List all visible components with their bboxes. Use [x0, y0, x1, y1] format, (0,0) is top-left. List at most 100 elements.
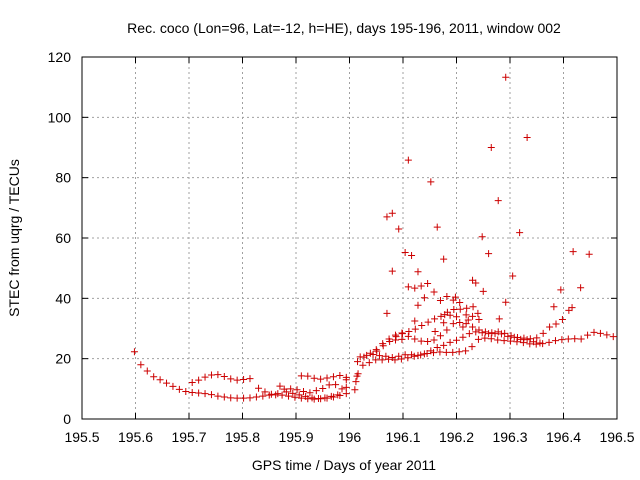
data-point	[420, 294, 428, 302]
data-point	[526, 335, 534, 343]
data-point	[411, 335, 419, 343]
data-point	[314, 394, 322, 402]
data-point	[227, 394, 235, 402]
data-point	[417, 282, 425, 290]
data-point	[474, 309, 482, 317]
data-point	[175, 385, 183, 393]
data-point	[383, 213, 391, 221]
data-point	[317, 375, 325, 383]
data-point	[327, 392, 335, 400]
data-point	[449, 348, 457, 356]
data-point	[577, 335, 585, 343]
data-point	[267, 390, 275, 398]
data-point	[494, 328, 502, 336]
data-point	[379, 340, 387, 348]
data-point	[546, 323, 554, 331]
data-point	[404, 156, 412, 164]
data-point	[398, 329, 406, 337]
data-point	[424, 337, 432, 345]
data-point	[440, 341, 448, 349]
data-point	[398, 335, 406, 343]
data-point	[278, 391, 286, 399]
data-point	[450, 305, 458, 313]
data-point	[233, 376, 241, 384]
data-point	[195, 389, 203, 397]
data-point	[342, 390, 350, 398]
plot-border	[81, 56, 618, 420]
chart-title: Rec. coco (Lon=96, Lat=-12, h=HE), days …	[127, 20, 561, 36]
data-point	[404, 283, 412, 291]
data-point	[342, 383, 350, 391]
data-point	[474, 335, 482, 343]
data-point	[501, 329, 509, 337]
data-point	[431, 328, 439, 336]
y-tick-label: 60	[55, 230, 71, 246]
x-tick-label: 196.2	[439, 429, 474, 445]
data-point	[207, 371, 215, 379]
data-point	[472, 279, 480, 287]
data-point	[246, 375, 254, 383]
data-point	[462, 311, 470, 319]
data-point	[188, 388, 196, 396]
data-point	[137, 361, 145, 369]
y-tick-label: 100	[48, 109, 72, 125]
data-point	[564, 335, 572, 343]
data-point	[378, 356, 386, 364]
x-tick-label: 196.5	[599, 429, 634, 445]
data-point	[430, 336, 438, 344]
data-point	[308, 394, 316, 402]
y-tick-label: 0	[63, 411, 71, 427]
data-point	[130, 348, 138, 356]
data-point	[188, 378, 196, 386]
data-point	[459, 333, 467, 341]
data-point	[336, 372, 344, 380]
grid-lines	[82, 57, 617, 419]
data-point	[539, 329, 547, 337]
y-tick-label: 40	[55, 290, 71, 306]
data-point	[523, 134, 531, 142]
data-point	[302, 392, 310, 400]
data-point	[517, 335, 525, 343]
y-tick-label: 20	[55, 351, 71, 367]
data-point	[276, 382, 284, 390]
data-point	[375, 352, 383, 360]
data-point	[150, 373, 158, 381]
data-point	[440, 255, 448, 263]
data-point	[504, 332, 512, 340]
data-point	[494, 197, 502, 205]
y-axis-label: STEC from uqrg / TECUs	[6, 159, 22, 317]
data-point	[488, 329, 496, 337]
data-point	[319, 385, 327, 393]
data-point	[433, 223, 441, 231]
data-point	[568, 304, 576, 312]
data-point	[398, 330, 406, 338]
data-point	[408, 351, 416, 359]
data-point	[418, 321, 426, 329]
data-point	[143, 367, 151, 375]
x-tick-label: 195.6	[118, 429, 153, 445]
data-point	[182, 388, 190, 396]
data-point	[369, 350, 377, 358]
data-point	[255, 384, 263, 392]
data-point	[287, 385, 295, 393]
data-point	[443, 293, 451, 301]
data-point	[291, 393, 299, 401]
data-point	[408, 251, 416, 259]
data-point	[453, 313, 460, 321]
data-point	[359, 361, 367, 369]
data-point	[441, 311, 449, 319]
data-point	[569, 248, 577, 256]
data-point	[585, 250, 593, 258]
data-point	[464, 316, 472, 324]
data-point	[372, 346, 380, 354]
data-point	[329, 373, 337, 381]
data-point	[475, 315, 483, 323]
data-point	[405, 328, 413, 336]
data-point	[299, 388, 307, 396]
data-point	[297, 372, 305, 380]
data-point	[430, 288, 438, 296]
data-point	[395, 225, 403, 233]
data-point	[502, 298, 510, 306]
data-point	[304, 372, 312, 380]
data-point	[289, 389, 297, 397]
